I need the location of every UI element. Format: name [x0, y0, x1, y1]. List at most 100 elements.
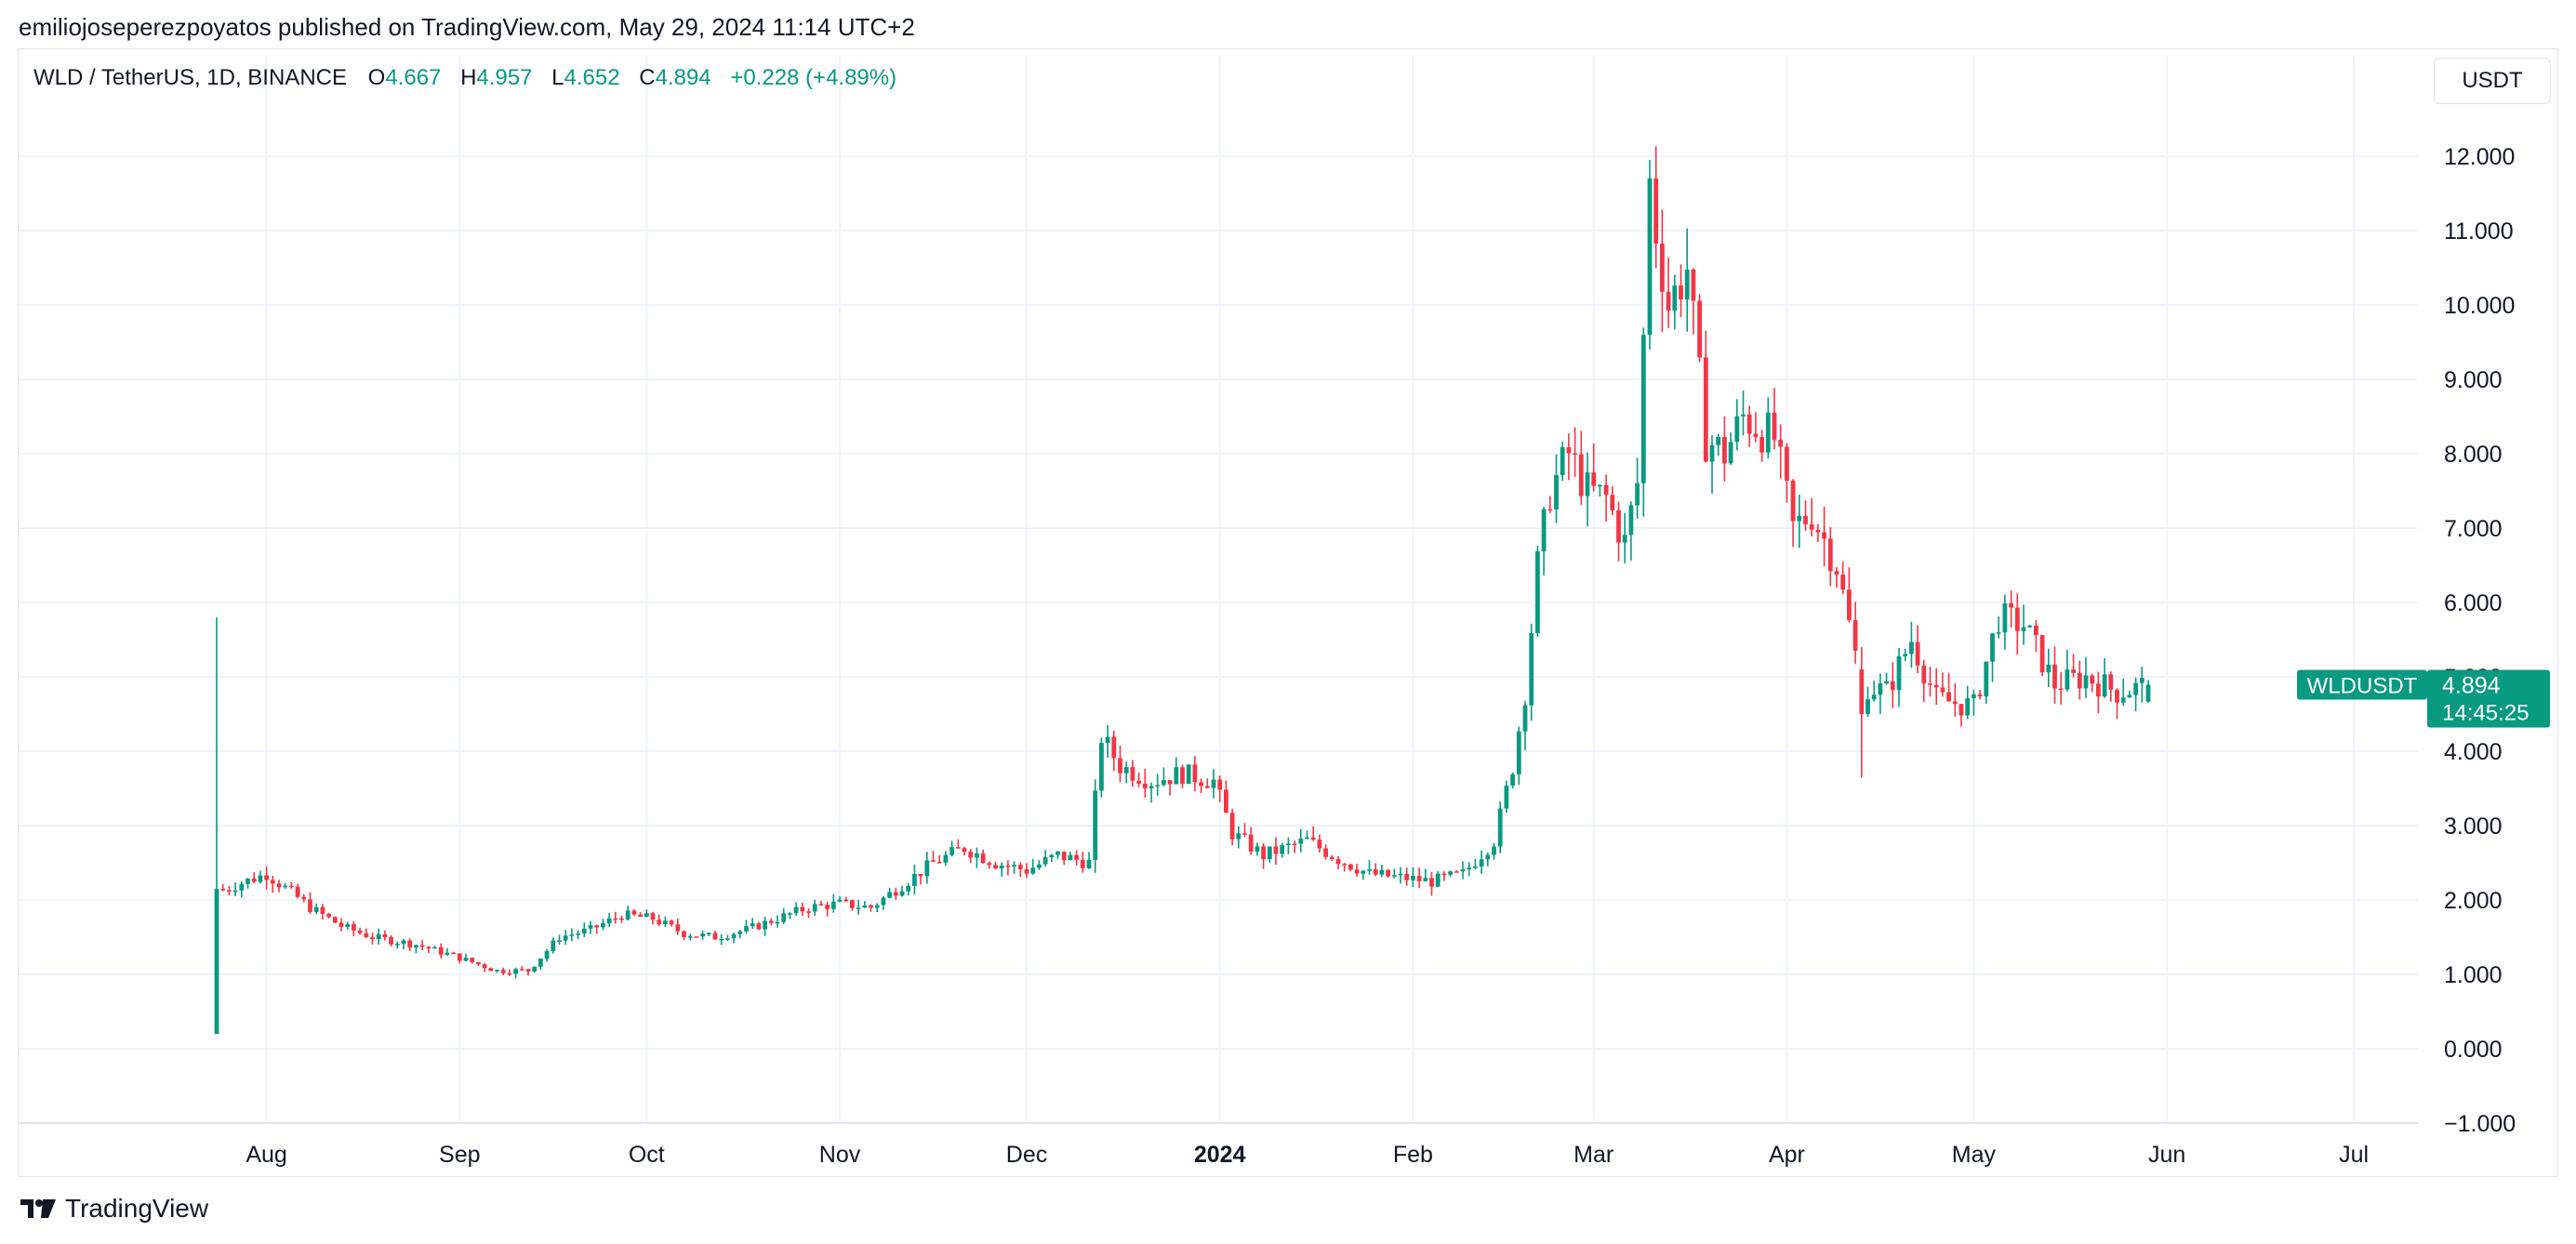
chart-frame	[18, 48, 2558, 1177]
candle-body	[1217, 779, 1223, 790]
candle-body	[576, 933, 580, 935]
candle-body	[1373, 869, 1378, 875]
candle-body	[2102, 674, 2107, 697]
candle-body	[1977, 694, 1983, 696]
candle-body	[606, 918, 612, 924]
candle-body	[931, 860, 936, 862]
candle-body	[1460, 869, 1466, 872]
candle-body	[326, 913, 331, 918]
candle-body	[1204, 786, 1210, 788]
candle-body	[1691, 269, 1696, 301]
symbol-tag[interactable]	[2297, 669, 2427, 700]
candle-body	[750, 923, 755, 927]
candle-body	[1790, 481, 1796, 522]
candle-body	[1149, 786, 1154, 788]
candle-body	[1261, 846, 1266, 860]
candle-body	[625, 910, 631, 920]
x-tick-label: Apr	[1769, 1142, 1805, 1168]
candle-body	[457, 953, 462, 961]
candle-body	[2021, 627, 2026, 631]
candle-body	[1068, 854, 1073, 861]
candle-body	[1884, 681, 1889, 683]
symbol-label[interactable]: WLD / TetherUS, 1D, BINANCE	[33, 65, 347, 90]
candle-body	[1305, 837, 1309, 840]
candle-body	[1267, 846, 1272, 860]
candle-body	[1479, 859, 1484, 867]
candle-body	[1435, 873, 1441, 887]
candle-body	[1255, 846, 1260, 852]
y-tick-label: 7.000	[2444, 516, 2503, 542]
y-tick-label: 12.000	[2444, 144, 2515, 170]
candle-body	[1411, 876, 1415, 880]
x-tick-label: Dec	[1006, 1142, 1047, 1168]
candle-body	[1566, 447, 1572, 454]
price-tag-countdown: 14:45:25	[2442, 700, 2529, 725]
candle-body	[1248, 834, 1254, 852]
candle-body	[295, 886, 300, 897]
candle-body	[1741, 414, 1746, 417]
candle-body	[1573, 453, 1577, 456]
price-tag[interactable]	[2427, 669, 2550, 728]
price-tag-value: 4.894	[2442, 672, 2501, 698]
candle-body	[2096, 683, 2101, 697]
candle-body	[1398, 873, 1403, 876]
candle-body	[1167, 780, 1173, 785]
candle-body	[912, 873, 917, 886]
candle-body	[1647, 179, 1653, 335]
candle-body	[1049, 854, 1055, 858]
candle-body	[1610, 495, 1615, 510]
open-label: O	[367, 65, 386, 90]
candle-body	[1529, 632, 1534, 706]
candle-body	[968, 852, 974, 858]
candle-body	[1080, 859, 1085, 868]
candle-body	[1485, 854, 1491, 860]
candle-body	[1852, 619, 1858, 651]
candle-body	[1965, 697, 1971, 716]
candle-body	[376, 933, 381, 940]
candle-body	[1005, 865, 1011, 867]
candle-body	[725, 938, 730, 940]
candle-body	[1423, 878, 1428, 881]
candle-body	[918, 873, 923, 877]
candle-body	[1012, 865, 1016, 867]
tradingview-brand[interactable]: TradingView	[20, 1194, 208, 1224]
candle-body	[1722, 436, 1727, 464]
tradingview-logo-icon	[20, 1199, 56, 1218]
candle-body	[862, 905, 868, 908]
candle-body	[955, 847, 961, 849]
candle-body	[2002, 602, 2008, 633]
candle-body	[1940, 687, 1945, 693]
candle-body	[588, 925, 593, 929]
currency-unit-button[interactable]: USDT	[2434, 58, 2551, 104]
candle-body	[476, 961, 481, 965]
candle-body	[644, 913, 649, 918]
candle-body	[1335, 859, 1341, 865]
candle-body	[1679, 285, 1683, 300]
candle-body	[1946, 692, 1951, 702]
candle-body	[1236, 833, 1242, 840]
candle-body	[2034, 625, 2038, 636]
candle-body	[1391, 875, 1397, 877]
low-label: L	[551, 65, 564, 90]
candle-body	[1616, 510, 1621, 543]
candle-body	[1086, 859, 1092, 868]
candle-body	[993, 865, 998, 868]
candle-body	[557, 940, 562, 943]
x-tick-label: Feb	[1393, 1142, 1433, 1168]
candle-body	[1229, 813, 1235, 840]
candle-body	[768, 920, 774, 923]
candle-body	[2027, 625, 2033, 628]
candle-body	[1174, 767, 1179, 785]
candle-body	[1684, 269, 1690, 300]
y-tick-label: 2.000	[2444, 888, 2503, 914]
candle-body	[1280, 844, 1285, 854]
candle-body	[2139, 678, 2144, 683]
candle-body	[1310, 837, 1316, 840]
candle-body	[1242, 833, 1247, 835]
candle-body	[2108, 674, 2114, 690]
candle-body	[2071, 669, 2076, 673]
candle-body	[1803, 515, 1808, 524]
candle-body	[893, 892, 898, 896]
candle-body	[513, 969, 518, 974]
